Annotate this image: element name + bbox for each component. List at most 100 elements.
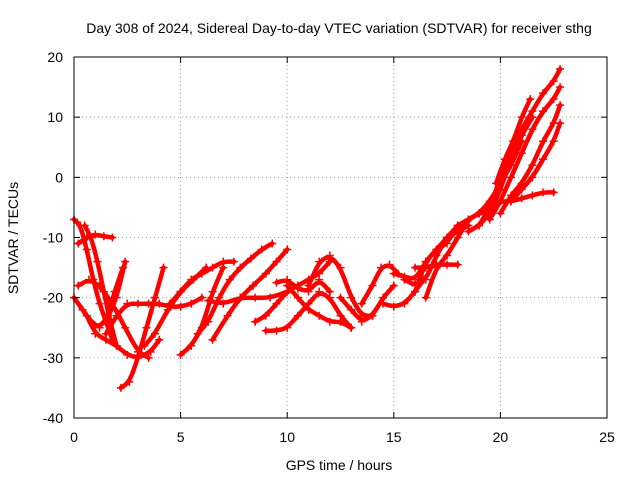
axis-ticks: 0 5 10 15 20 25 -40 -30 -20 -10 0 10 20 <box>43 49 615 445</box>
data-point <box>219 299 228 308</box>
data-point <box>121 257 130 266</box>
data-point <box>517 185 526 194</box>
data-point <box>475 221 484 230</box>
data-point <box>549 188 558 197</box>
series-trace-13 <box>193 239 277 338</box>
data-point <box>304 281 313 290</box>
data-point <box>214 293 223 302</box>
data-point <box>549 95 558 104</box>
data-point <box>464 215 473 224</box>
data-point <box>151 329 160 338</box>
data-point <box>357 299 366 308</box>
data-point <box>93 257 102 266</box>
data-point <box>485 203 494 212</box>
y-tick-label: 20 <box>47 49 63 65</box>
data-series <box>70 65 565 392</box>
data-point <box>283 281 292 290</box>
data-point <box>101 317 110 326</box>
data-point <box>556 119 565 128</box>
data-point <box>315 311 324 320</box>
data-point <box>526 95 535 104</box>
data-point <box>421 275 430 284</box>
series-trace-37 <box>453 185 505 236</box>
series-line <box>210 247 290 343</box>
data-point <box>144 353 153 362</box>
data-point <box>78 305 87 314</box>
data-point <box>556 65 565 74</box>
data-point <box>421 293 430 302</box>
data-point <box>336 293 345 302</box>
data-point <box>204 317 213 326</box>
data-point <box>165 299 174 308</box>
data-point <box>151 293 160 302</box>
data-point <box>204 296 213 305</box>
data-point <box>283 323 292 332</box>
data-point <box>528 125 537 134</box>
series-trace-36 <box>492 95 535 188</box>
data-point <box>549 77 558 86</box>
data-point <box>443 239 452 248</box>
data-point <box>272 257 281 266</box>
data-point <box>155 335 164 344</box>
data-point <box>528 161 537 170</box>
data-point <box>82 245 91 254</box>
data-point <box>225 275 234 284</box>
data-point <box>528 107 537 116</box>
data-point <box>421 263 430 272</box>
data-point <box>208 263 217 272</box>
series-trace-33 <box>496 101 565 218</box>
data-point <box>82 311 91 320</box>
data-point <box>261 269 270 278</box>
data-point <box>556 101 565 110</box>
data-point <box>389 302 398 311</box>
series-trace-9 <box>116 263 168 392</box>
data-point <box>272 278 281 287</box>
x-tick-label: 25 <box>599 429 615 445</box>
data-point <box>208 287 217 296</box>
data-point <box>507 173 516 182</box>
data-point <box>556 83 565 92</box>
data-point <box>400 275 409 284</box>
series-trace-8 <box>82 257 130 332</box>
data-point <box>187 275 196 284</box>
x-tick-label: 5 <box>177 429 185 445</box>
grid <box>74 57 607 418</box>
data-point <box>219 263 228 272</box>
data-point <box>368 311 377 320</box>
data-point <box>496 197 505 206</box>
data-point <box>357 317 366 326</box>
x-tick-label: 0 <box>70 429 78 445</box>
data-point <box>121 323 130 332</box>
data-point <box>325 251 334 260</box>
y-tick-label: 0 <box>55 169 63 185</box>
data-point <box>509 137 518 146</box>
data-point <box>246 254 255 263</box>
data-point <box>223 311 232 320</box>
data-point <box>236 293 245 302</box>
data-point <box>500 155 509 164</box>
data-point <box>539 137 548 146</box>
data-point <box>146 347 155 356</box>
data-point <box>116 383 125 392</box>
series-line <box>487 190 556 210</box>
data-point <box>125 377 134 386</box>
data-point <box>443 251 452 260</box>
series-line <box>493 96 533 186</box>
data-point <box>251 293 260 302</box>
series-trace-11 <box>165 257 238 308</box>
data-point <box>187 299 196 308</box>
data-point <box>87 233 96 242</box>
data-point <box>389 281 398 290</box>
data-point <box>293 293 302 302</box>
y-axis-label: SDTVAR / TECUs <box>5 182 21 294</box>
series-line <box>178 265 226 358</box>
data-point <box>101 329 110 338</box>
data-point <box>539 155 548 164</box>
series-line <box>71 217 115 343</box>
y-tick-label: -40 <box>43 410 63 426</box>
data-point <box>539 89 548 98</box>
series-line <box>498 102 563 216</box>
data-point <box>112 293 121 302</box>
data-point <box>159 263 168 272</box>
